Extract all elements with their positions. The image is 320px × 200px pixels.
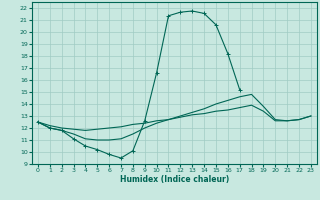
X-axis label: Humidex (Indice chaleur): Humidex (Indice chaleur): [120, 175, 229, 184]
